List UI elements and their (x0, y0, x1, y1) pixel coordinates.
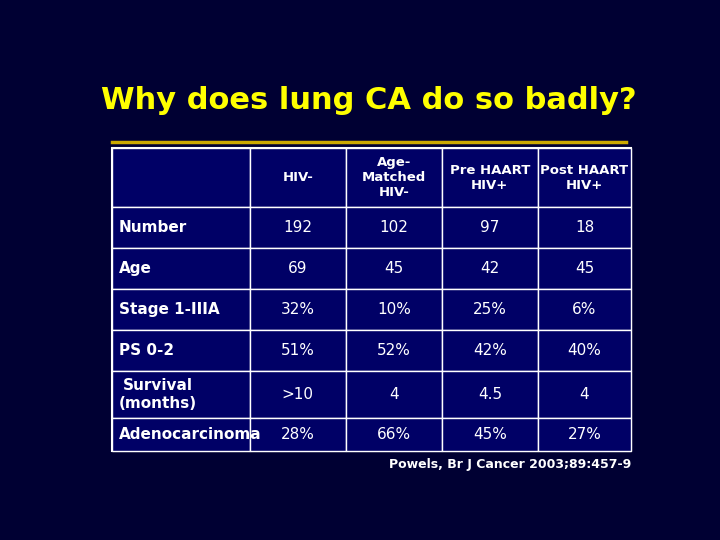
Text: 51%: 51% (281, 343, 315, 358)
Text: 102: 102 (379, 220, 408, 235)
Text: 45: 45 (384, 261, 403, 276)
Bar (538, 207, 631, 248)
Bar (538, 330, 631, 371)
Bar (538, 418, 631, 451)
Bar (250, 330, 346, 371)
Text: 45%: 45% (473, 427, 507, 442)
Text: Why does lung CA do so badly?: Why does lung CA do so badly? (102, 85, 636, 114)
Bar (346, 371, 442, 418)
Text: Age: Age (119, 261, 151, 276)
Text: 4.5: 4.5 (478, 387, 502, 402)
Text: 192: 192 (284, 220, 312, 235)
Bar (250, 289, 346, 330)
Text: 4: 4 (389, 387, 399, 402)
Text: 66%: 66% (377, 427, 411, 442)
Text: >10: >10 (282, 387, 314, 402)
Bar (346, 418, 442, 451)
Bar (112, 330, 250, 371)
Text: Post HAART
HIV+: Post HAART HIV+ (541, 164, 629, 192)
Text: Number: Number (119, 220, 186, 235)
Text: 28%: 28% (281, 427, 315, 442)
Text: 6%: 6% (572, 302, 597, 317)
Bar (442, 418, 538, 451)
Text: Powels, Br J Cancer 2003;89:457-9: Powels, Br J Cancer 2003;89:457-9 (389, 458, 631, 471)
Text: 69: 69 (288, 261, 307, 276)
Text: 32%: 32% (281, 302, 315, 317)
Bar (442, 148, 538, 207)
Bar (112, 148, 250, 207)
Bar (112, 289, 250, 330)
Bar (250, 371, 346, 418)
Bar (538, 289, 631, 330)
Bar (250, 207, 346, 248)
Bar (250, 148, 346, 207)
Text: Pre HAART
HIV+: Pre HAART HIV+ (450, 164, 530, 192)
Text: 42%: 42% (473, 343, 507, 358)
Bar (346, 289, 442, 330)
Bar (442, 330, 538, 371)
Text: Stage 1-IIIA: Stage 1-IIIA (119, 302, 219, 317)
Bar (538, 371, 631, 418)
Text: Adenocarcinoma: Adenocarcinoma (119, 427, 261, 442)
Bar (112, 418, 250, 451)
Text: 4: 4 (580, 387, 590, 402)
Text: Age-
Matched
HIV-: Age- Matched HIV- (361, 156, 426, 199)
Text: 10%: 10% (377, 302, 411, 317)
Text: HIV-: HIV- (282, 171, 313, 184)
Bar (112, 148, 631, 451)
Text: 45: 45 (575, 261, 594, 276)
Bar (112, 371, 250, 418)
Bar (346, 148, 442, 207)
Text: 40%: 40% (567, 343, 601, 358)
Bar (538, 248, 631, 289)
Text: 42: 42 (480, 261, 500, 276)
Bar (538, 148, 631, 207)
Bar (250, 418, 346, 451)
Bar (112, 207, 250, 248)
Bar (112, 248, 250, 289)
Bar (442, 248, 538, 289)
Text: 25%: 25% (473, 302, 507, 317)
Bar (250, 248, 346, 289)
Text: 27%: 27% (567, 427, 601, 442)
Bar (346, 248, 442, 289)
Text: Survival
(months): Survival (months) (119, 379, 197, 411)
Bar (346, 207, 442, 248)
Bar (442, 371, 538, 418)
Text: 97: 97 (480, 220, 500, 235)
Bar (442, 289, 538, 330)
Text: 18: 18 (575, 220, 594, 235)
Text: PS 0-2: PS 0-2 (119, 343, 174, 358)
Bar (442, 207, 538, 248)
Bar (346, 330, 442, 371)
Text: 52%: 52% (377, 343, 411, 358)
